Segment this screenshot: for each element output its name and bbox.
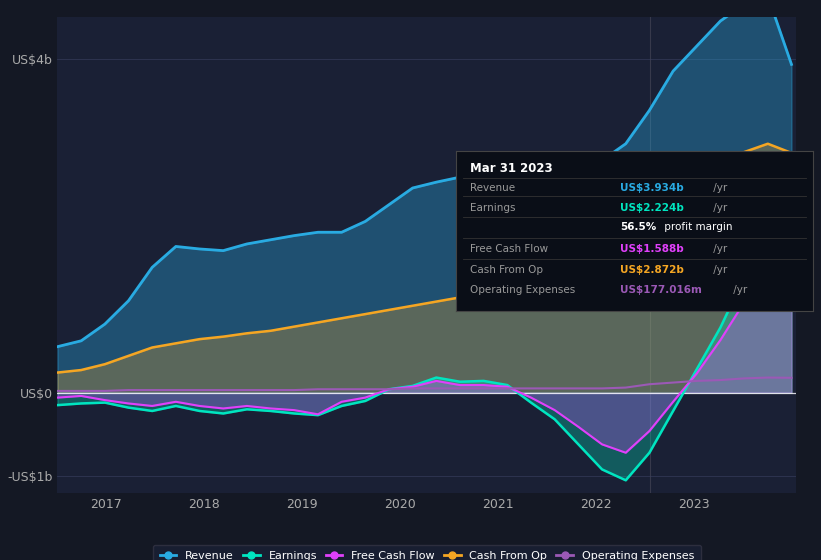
Text: profit margin: profit margin (661, 222, 732, 232)
Text: US$1.588b: US$1.588b (620, 244, 684, 254)
Text: Mar 31 2023: Mar 31 2023 (470, 162, 553, 175)
Text: US$2.224b: US$2.224b (620, 203, 684, 213)
Text: /yr: /yr (710, 183, 727, 193)
Text: US$2.872b: US$2.872b (620, 264, 684, 274)
Text: Cash From Op: Cash From Op (470, 264, 543, 274)
Text: Revenue: Revenue (470, 183, 515, 193)
Text: Free Cash Flow: Free Cash Flow (470, 244, 548, 254)
Text: /yr: /yr (710, 244, 727, 254)
Text: Earnings: Earnings (470, 203, 516, 213)
Text: US$3.934b: US$3.934b (620, 183, 684, 193)
Text: US$177.016m: US$177.016m (620, 285, 702, 295)
Text: Operating Expenses: Operating Expenses (470, 285, 576, 295)
Text: /yr: /yr (710, 264, 727, 274)
Text: /yr: /yr (710, 203, 727, 213)
Legend: Revenue, Earnings, Free Cash Flow, Cash From Op, Operating Expenses: Revenue, Earnings, Free Cash Flow, Cash … (153, 545, 701, 560)
Text: /yr: /yr (730, 285, 747, 295)
Text: 56.5%: 56.5% (620, 222, 656, 232)
